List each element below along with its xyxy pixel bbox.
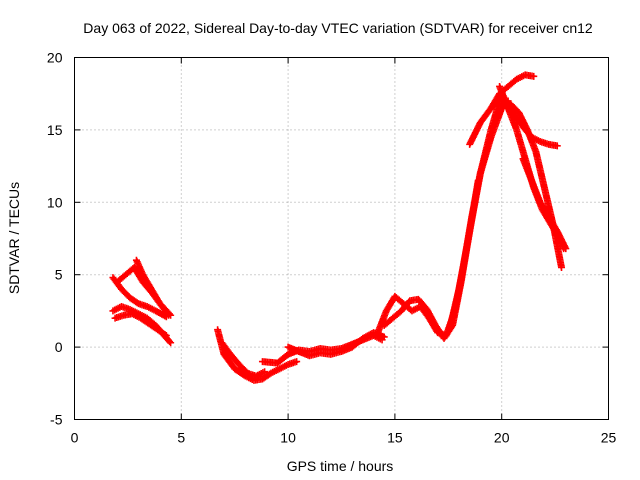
- data-point: [558, 263, 566, 271]
- x-tick-label: 5: [177, 430, 185, 446]
- data-point: [162, 332, 170, 340]
- data-point: [166, 338, 174, 346]
- y-tick-label: 5: [55, 267, 63, 283]
- data-point: [161, 331, 169, 339]
- y-tick-label: 15: [47, 122, 63, 138]
- grid-layer: [74, 57, 609, 420]
- data-point: [553, 142, 561, 150]
- y-tick-label: 10: [47, 194, 63, 210]
- chart-title: Day 063 of 2022, Sidereal Day-to-day VTE…: [83, 20, 593, 36]
- series-arc5: [132, 256, 172, 319]
- y-axis-label: SDTVAR / TECUs: [6, 182, 22, 294]
- series-arc6: [214, 326, 301, 384]
- plot-frame: [74, 57, 609, 420]
- series-arc3: [111, 310, 170, 340]
- series-arc13: [466, 71, 538, 148]
- y-tick-label: 20: [47, 50, 63, 66]
- x-axis-label: GPS time / hours: [287, 458, 394, 474]
- x-tick-label: 10: [280, 430, 296, 446]
- x-tick-label: 0: [71, 430, 79, 446]
- y-tick-label: 0: [55, 339, 63, 355]
- series-arc10: [374, 90, 506, 340]
- x-tick-label: 15: [387, 430, 403, 446]
- data-point: [163, 310, 171, 318]
- x-tick-label: 25: [601, 430, 617, 446]
- data-point: [562, 245, 570, 253]
- series-arc9: [284, 329, 388, 360]
- series-arc2: [109, 274, 170, 321]
- data-point: [167, 339, 175, 347]
- x-tick-label: 20: [494, 430, 510, 446]
- tick-layer: 0 5 10 15 20 25 -5 0 5 10 15 20: [47, 50, 617, 446]
- series-arc17: [519, 155, 570, 253]
- data-point: [380, 333, 388, 341]
- series-arc7: [218, 339, 269, 380]
- data-point: [164, 311, 172, 319]
- data-point: [293, 358, 301, 366]
- data-point: [261, 368, 269, 376]
- data-layer: [109, 71, 570, 384]
- series-arc16: [502, 97, 561, 150]
- y-tick-label: -5: [50, 412, 63, 428]
- data-point: [530, 72, 538, 80]
